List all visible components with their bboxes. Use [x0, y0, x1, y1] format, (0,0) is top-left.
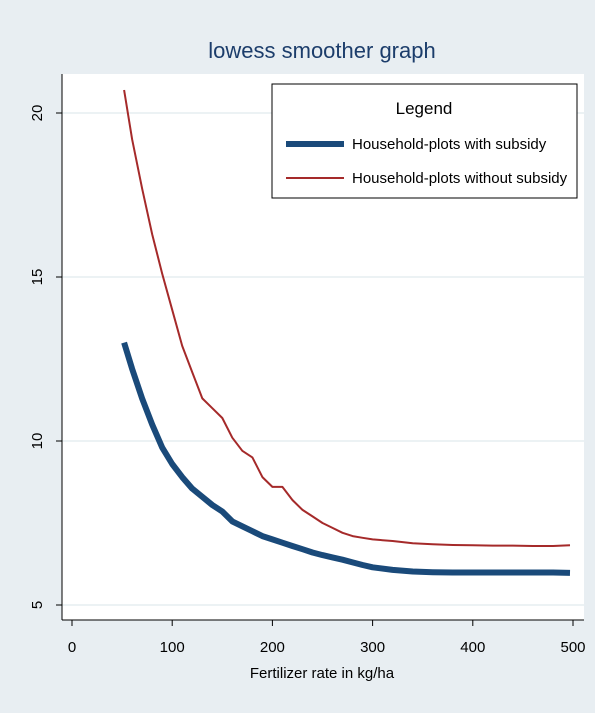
x-tick-label: 500 [560, 639, 585, 656]
y-tick-label: 5 [29, 601, 46, 609]
y-tick-label: 10 [29, 433, 46, 450]
x-ticks: 0 100 200 300 400 500 [68, 620, 586, 656]
legend-title: Legend [396, 99, 453, 118]
x-tick-label: 400 [460, 639, 485, 656]
series-line-with-subsidy [121, 341, 571, 576]
x-tick-label: 300 [360, 639, 385, 656]
y-tick-label: 15 [29, 269, 46, 286]
legend[interactable]: Legend Household-plots with subsidy Hous… [271, 83, 578, 199]
x-tick-label: 200 [260, 639, 285, 656]
x-axis-title: Fertilizer rate in kg/ha [250, 665, 395, 682]
x-tick-label: 100 [160, 639, 185, 656]
x-tick-label: 0 [68, 639, 76, 656]
y-tick-label: 20 [29, 105, 46, 122]
legend-label-with-subsidy: Household-plots with subsidy [352, 136, 547, 153]
axes [61, 74, 584, 621]
chart-title: lowess smoother graph [208, 38, 435, 63]
legend-label-without-subsidy: Household-plots without subsidy [352, 170, 568, 187]
series-layer [121, 89, 571, 576]
series-line-without-subsidy [123, 89, 571, 547]
y-ticks: 5 10 15 20 [29, 105, 62, 609]
